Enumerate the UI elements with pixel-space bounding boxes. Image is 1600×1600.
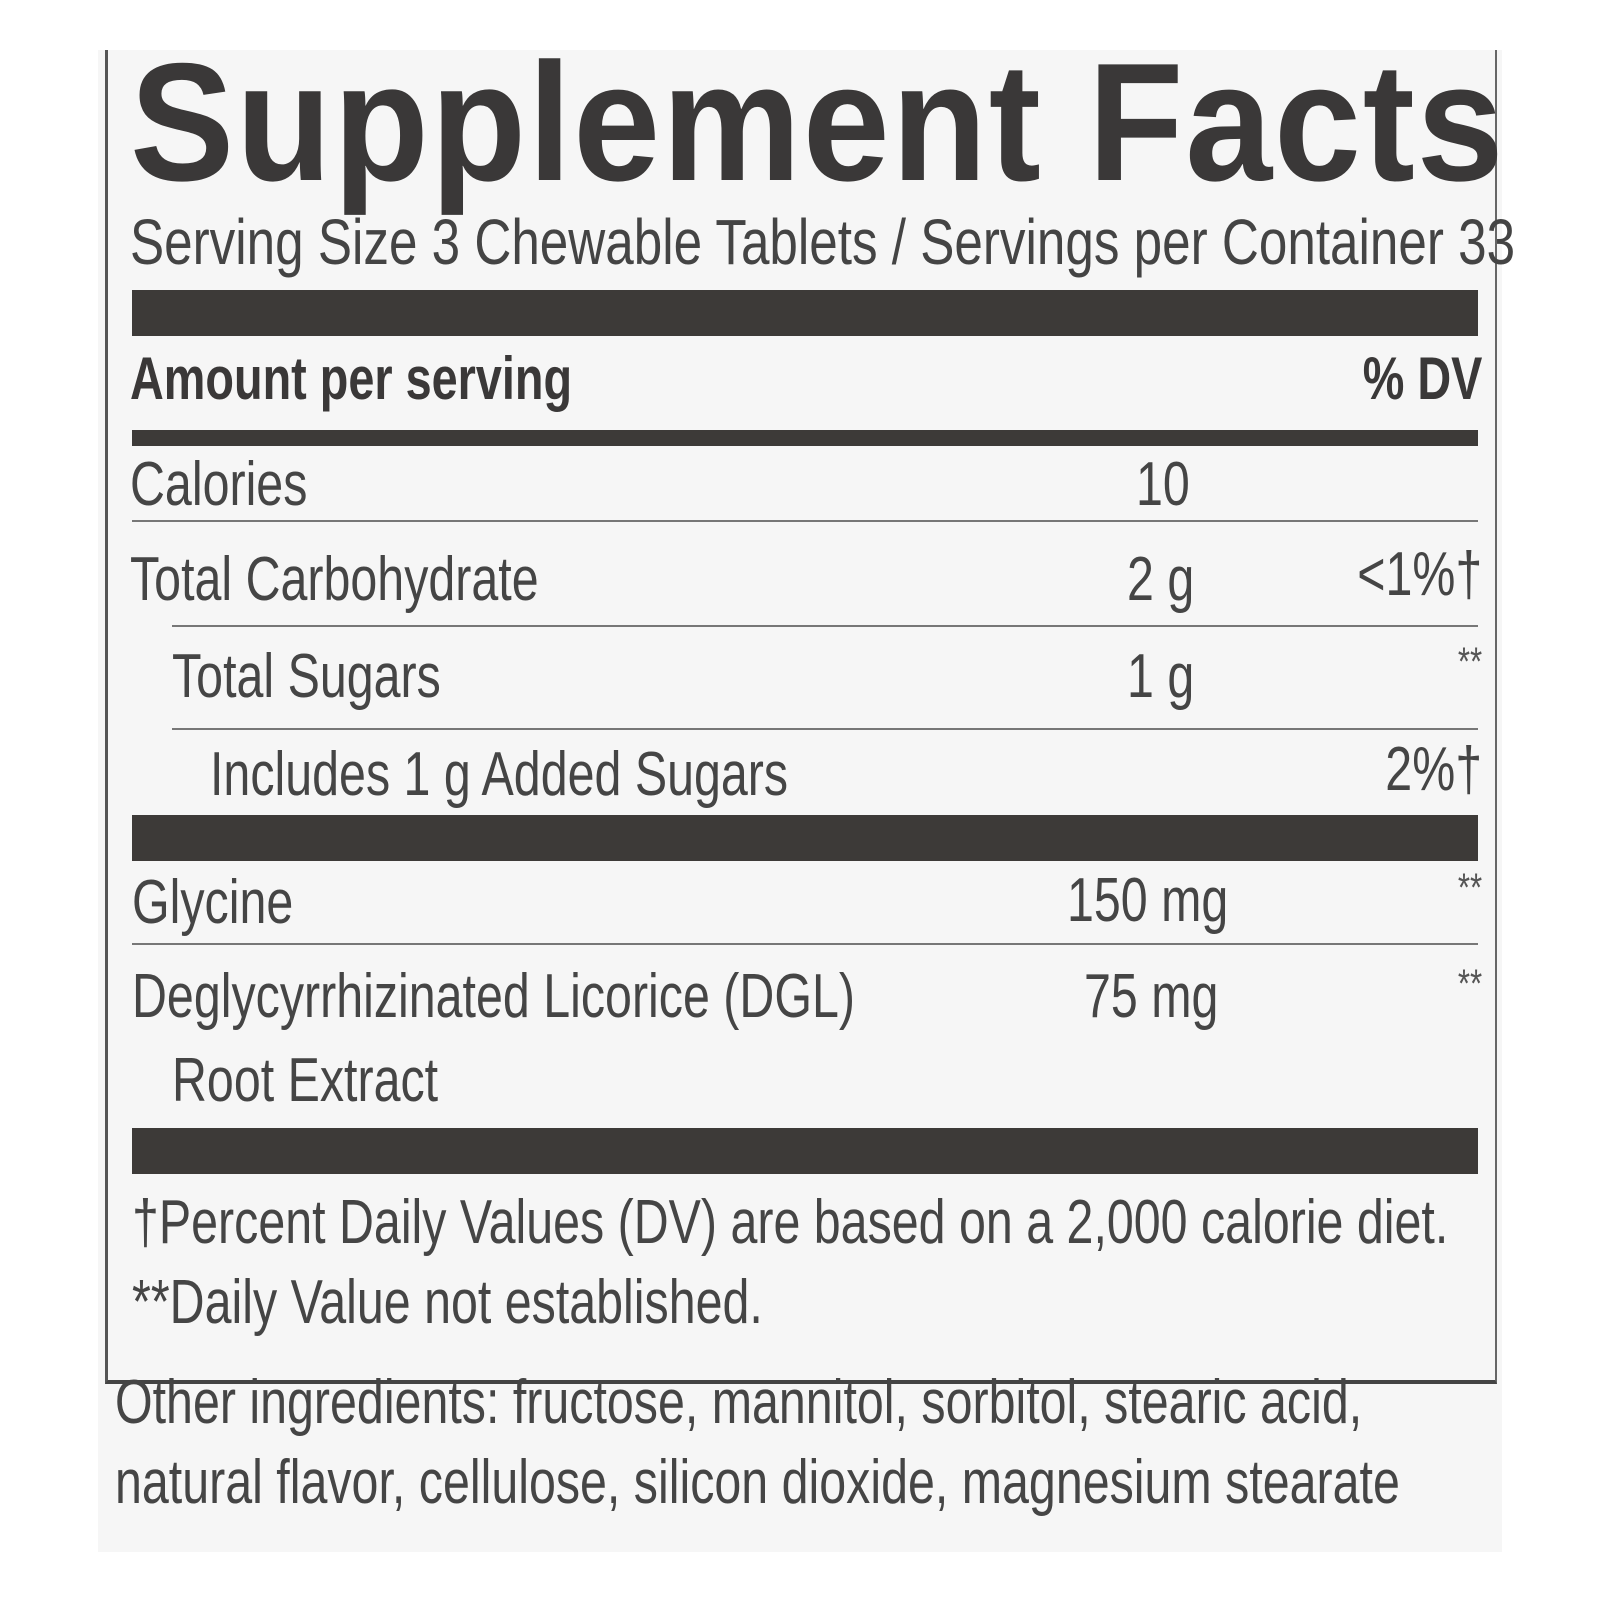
row-dv-total-sugars: **	[1457, 640, 1482, 684]
medium-divider	[132, 430, 1478, 446]
row-amount-total-carbohydrate: 2 g	[1126, 545, 1195, 614]
row-dv-glycine: **	[1457, 866, 1482, 910]
row-amount-dgl: 75 mg	[1083, 962, 1219, 1031]
row-amount-total-sugars: 1 g	[1126, 642, 1195, 711]
thick-divider	[132, 290, 1478, 336]
supplement-facts-box	[105, 50, 1497, 1384]
row-amount-calories: 10	[1135, 450, 1190, 519]
label-title: Supplement Facts	[130, 28, 1506, 216]
row-name-total-sugars: Total Sugars	[172, 642, 441, 711]
other-ingredients-line-1: Other ingredients: fructose, mannitol, s…	[115, 1368, 1363, 1437]
dv-header: % DV	[1362, 345, 1482, 412]
other-ingredients-line-2: natural flavor, cellulose, silicon dioxi…	[115, 1448, 1400, 1517]
row-name-dgl: Deglycyrrhizinated Licorice (DGL)	[132, 962, 855, 1031]
thick-divider	[132, 1128, 1478, 1174]
amount-per-serving-header: Amount per serving	[130, 345, 573, 412]
row-divider	[172, 625, 1478, 627]
footnote-not-established: **Daily Value not established.	[132, 1268, 763, 1337]
thick-divider	[132, 815, 1478, 861]
row-name-dgl-line2: Root Extract	[172, 1046, 439, 1115]
row-name-total-carbohydrate: Total Carbohydrate	[130, 545, 539, 614]
row-dv-dgl: **	[1457, 962, 1482, 1006]
row-name-glycine: Glycine	[132, 868, 294, 937]
row-amount-glycine: 150 mg	[1066, 866, 1228, 935]
row-dv-total-carbohydrate: <1%†	[1356, 540, 1482, 609]
row-divider	[172, 728, 1478, 730]
row-name-calories: Calories	[130, 450, 308, 519]
row-name-added-sugars: Includes 1 g Added Sugars	[210, 740, 789, 809]
footnote-dv: †Percent Daily Values (DV) are based on …	[132, 1188, 1449, 1257]
row-dv-added-sugars: 2%†	[1385, 735, 1482, 804]
row-divider	[132, 520, 1478, 522]
serving-info: Serving Size 3 Chewable Tablets / Servin…	[130, 206, 1516, 278]
row-divider	[132, 943, 1478, 945]
